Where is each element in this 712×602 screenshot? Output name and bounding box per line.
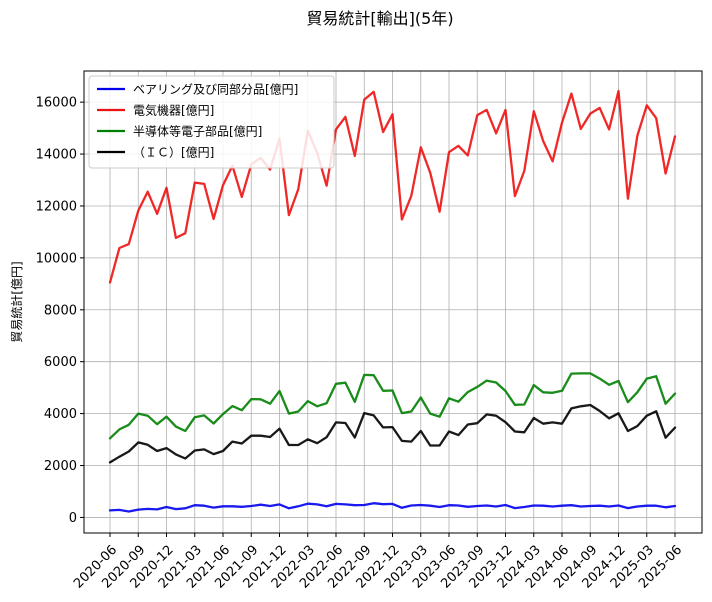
- legend: ベアリング及び同部分品[億円] 電気機器[億円] 半導体等電子部品[億円] （ＩＣ）[…: [88, 75, 335, 169]
- chart-title: 貿易統計[輸出](5年): [306, 9, 453, 28]
- y-tick-label: 16000: [36, 96, 77, 111]
- series-line-1: [108, 89, 677, 284]
- y-tick-label: 8000: [44, 303, 77, 318]
- x-axis: 2020-062020-092020-122021-032021-062021-…: [71, 533, 685, 592]
- y-tick-label: 10000: [36, 251, 77, 266]
- legend-label-0: ベアリング及び同部分品[億円]: [133, 82, 298, 97]
- legend-label-3: （ＩＣ）[億円]: [133, 146, 214, 160]
- y-tick-label: 6000: [44, 355, 77, 370]
- y-axis: 0 2000 4000 6000 8000 10000 12000 14000 16000: [36, 96, 84, 526]
- y-tick-label: 14000: [36, 148, 77, 163]
- legend-label-2: 半導体等電子部品[億円]: [133, 124, 262, 139]
- legend-box: [88, 75, 335, 169]
- series-line-0: [108, 502, 677, 513]
- y-axis-label: 貿易統計[億円]: [9, 261, 24, 342]
- series-line-3: [108, 403, 677, 464]
- legend-label-1: 電気機器[億円]: [133, 103, 214, 118]
- y-tick-label: 4000: [44, 407, 77, 422]
- y-tick-label: 12000: [36, 199, 77, 214]
- series-lines: [108, 89, 677, 513]
- y-tick-label: 2000: [44, 459, 77, 474]
- y-tick-label: 0: [69, 511, 77, 526]
- series-line-2: [108, 372, 677, 440]
